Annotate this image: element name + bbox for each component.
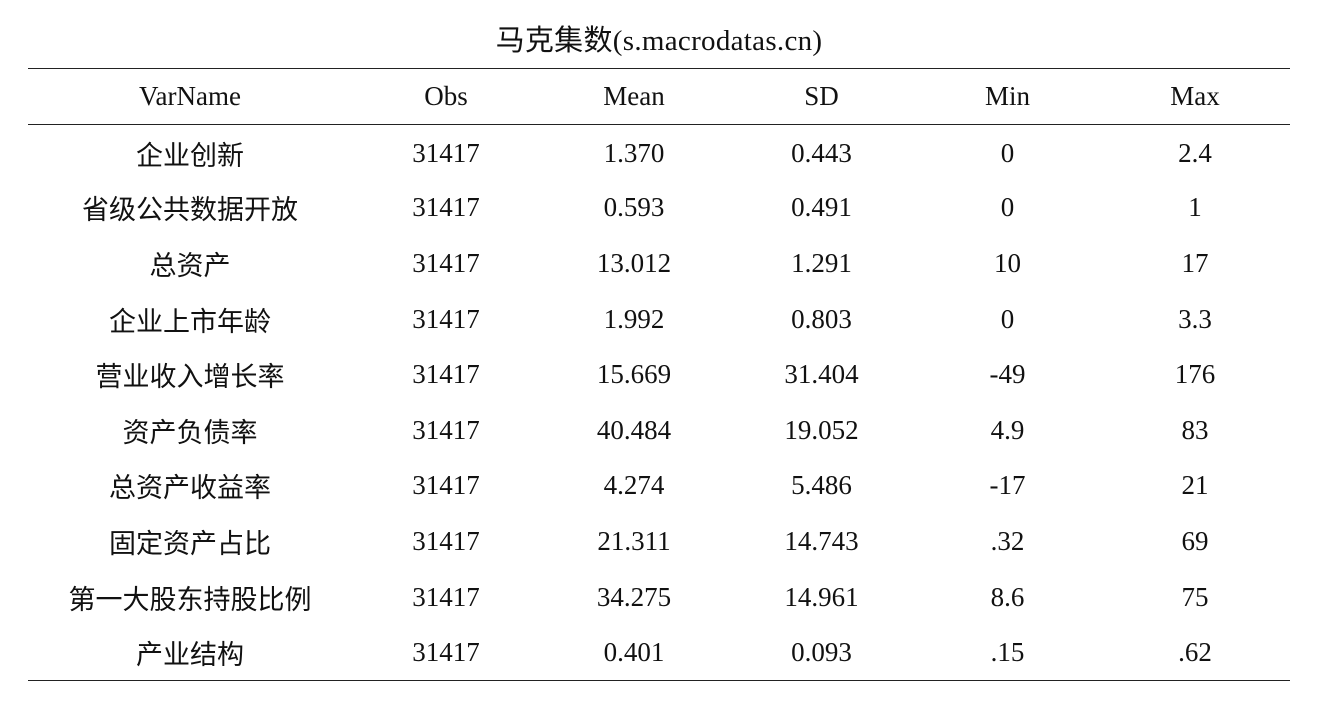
cell-mean: 21.311 xyxy=(597,525,671,556)
cell-obs: 31417 xyxy=(412,414,480,445)
cell-obs: 31417 xyxy=(412,137,480,168)
cell-max: 69 xyxy=(1181,525,1209,556)
cell-varname: 资产负债率 xyxy=(122,417,258,448)
cell-varname: 企业创新 xyxy=(136,140,244,171)
cell-mean: 1.992 xyxy=(603,303,665,334)
table-row: 资产负债率 31417 40.484 19.052 4.9 83 xyxy=(28,402,1290,458)
column-header-sd: SD xyxy=(728,68,915,125)
cell-varname: 省级公共数据开放 xyxy=(82,195,298,226)
cell-obs: 31417 xyxy=(412,581,480,612)
cell-sd: 31.404 xyxy=(784,359,859,390)
table-row: 总资产收益率 31417 4.274 5.486 -17 21 xyxy=(28,458,1290,514)
table-row: 营业收入增长率 31417 15.669 31.404 -49 176 xyxy=(28,347,1290,403)
column-header-obs: Obs xyxy=(352,68,540,125)
table-row: 企业上市年龄 31417 1.992 0.803 0 3.3 xyxy=(28,291,1290,347)
cell-min: 8.6 xyxy=(990,581,1025,612)
cell-sd: 0.491 xyxy=(791,192,852,223)
cell-max: 21 xyxy=(1181,470,1209,501)
cell-min: 0 xyxy=(1000,303,1015,334)
cell-max: 3.3 xyxy=(1178,303,1212,334)
cell-sd: 14.743 xyxy=(784,525,859,556)
cell-max: 83 xyxy=(1181,414,1209,445)
cell-obs: 31417 xyxy=(412,192,480,223)
column-header-varname: VarName xyxy=(28,68,352,125)
cell-varname: 固定资产占比 xyxy=(109,528,271,559)
cell-min: 10 xyxy=(994,247,1021,278)
cell-min: .32 xyxy=(990,525,1025,556)
cell-min: 0 xyxy=(1000,137,1015,168)
table-row: 产业结构 31417 0.401 0.093 .15 .62 xyxy=(28,624,1290,681)
column-header-max: Max xyxy=(1100,68,1290,125)
cell-max: .62 xyxy=(1100,624,1290,681)
cell-obs: 31417 xyxy=(412,525,480,556)
cell-sd: 0.093 xyxy=(728,624,915,681)
cell-mean: 13.012 xyxy=(596,247,672,278)
header-row: VarName Obs Mean SD Min Max xyxy=(28,68,1290,125)
cell-mean: 0.593 xyxy=(603,192,665,223)
table-row: 固定资产占比 31417 21.311 14.743 .32 69 xyxy=(28,514,1290,570)
cell-sd: 0.443 xyxy=(791,137,852,168)
table-row: 总资产 31417 13.012 1.291 10 17 xyxy=(28,236,1290,292)
cell-varname: 产业结构 xyxy=(28,624,352,681)
cell-mean: 15.669 xyxy=(596,359,672,390)
cell-obs: 31417 xyxy=(412,247,480,278)
cell-sd: 19.052 xyxy=(784,414,859,445)
cell-mean: 34.275 xyxy=(596,581,672,612)
cell-mean: 40.484 xyxy=(596,414,672,445)
cell-sd: 14.961 xyxy=(784,581,859,612)
cell-varname: 营业收入增长率 xyxy=(95,362,285,393)
cell-obs: 31417 xyxy=(412,359,480,390)
cell-obs: 31417 xyxy=(412,470,480,501)
cell-min: 4.9 xyxy=(990,414,1025,445)
cell-min: -49 xyxy=(989,359,1026,390)
table-title: 马克集数(s.macrodatas.cn) xyxy=(495,25,823,57)
column-header-mean: Mean xyxy=(540,68,728,125)
cell-sd: 0.803 xyxy=(791,303,852,334)
cell-obs: 31417 xyxy=(352,624,540,681)
cell-varname: 总资产 xyxy=(149,250,231,281)
cell-varname: 企业上市年龄 xyxy=(109,306,271,337)
cell-max: 2.4 xyxy=(1178,137,1212,168)
table-row: 省级公共数据开放 31417 0.593 0.491 0 1 xyxy=(28,180,1290,236)
cell-min: -17 xyxy=(989,470,1026,501)
cell-varname: 总资产收益率 xyxy=(109,473,271,504)
cell-max: 1 xyxy=(1188,192,1202,223)
cell-obs: 31417 xyxy=(412,303,480,334)
cell-sd: 5.486 xyxy=(791,470,852,501)
summary-statistics-table: VarName Obs Mean SD Min Max 企业创新 31417 1… xyxy=(28,68,1290,681)
cell-mean: 1.370 xyxy=(603,137,665,168)
cell-mean: 4.274 xyxy=(603,470,665,501)
cell-varname: 第一大股东持股比例 xyxy=(68,584,312,615)
cell-sd: 1.291 xyxy=(791,247,852,278)
cell-min: .15 xyxy=(915,624,1100,681)
cell-min: 0 xyxy=(1000,192,1015,223)
cell-max: 176 xyxy=(1174,359,1216,390)
cell-max: 75 xyxy=(1181,581,1209,612)
cell-mean: 0.401 xyxy=(540,624,728,681)
table-row: 企业创新 31417 1.370 0.443 0 2.4 xyxy=(28,125,1290,181)
cell-max: 17 xyxy=(1181,247,1209,278)
table-row: 第一大股东持股比例 31417 34.275 14.961 8.6 75 xyxy=(28,569,1290,625)
column-header-min: Min xyxy=(915,68,1100,125)
